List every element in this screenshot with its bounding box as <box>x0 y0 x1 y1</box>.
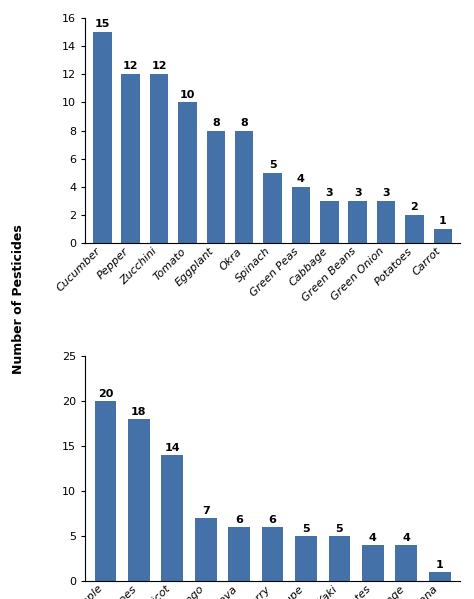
Text: 20: 20 <box>98 389 113 399</box>
Bar <box>295 536 317 581</box>
Bar <box>429 572 451 581</box>
Bar <box>161 455 183 581</box>
Text: 5: 5 <box>302 524 310 534</box>
Text: 5: 5 <box>269 160 276 170</box>
Text: 15: 15 <box>95 19 110 29</box>
Text: 1: 1 <box>436 560 444 570</box>
Text: 6: 6 <box>235 515 243 525</box>
Bar <box>128 419 150 581</box>
Bar <box>228 527 250 581</box>
Text: 6: 6 <box>269 515 276 525</box>
Bar <box>405 215 424 243</box>
Bar <box>93 32 111 243</box>
Bar <box>94 401 116 581</box>
Text: 10: 10 <box>180 90 195 99</box>
Text: 8: 8 <box>212 118 219 128</box>
Bar <box>395 545 417 581</box>
Bar <box>328 536 350 581</box>
Text: 2: 2 <box>410 202 418 212</box>
Text: 1: 1 <box>439 216 447 226</box>
Bar <box>150 74 168 243</box>
Text: 8: 8 <box>240 118 248 128</box>
Text: Number of Pesticides: Number of Pesticides <box>12 225 26 374</box>
Text: 18: 18 <box>131 407 146 417</box>
Bar <box>207 131 225 243</box>
Text: 3: 3 <box>354 188 362 198</box>
Bar <box>264 173 282 243</box>
Bar <box>292 187 310 243</box>
Bar <box>195 518 217 581</box>
Bar <box>434 229 452 243</box>
Bar <box>377 201 395 243</box>
Bar <box>235 131 254 243</box>
Text: 14: 14 <box>164 443 180 453</box>
Bar <box>348 201 367 243</box>
Bar <box>262 527 283 581</box>
Text: 5: 5 <box>336 524 343 534</box>
Bar <box>178 102 197 243</box>
Text: 12: 12 <box>123 62 138 71</box>
Text: 12: 12 <box>151 62 167 71</box>
Text: 3: 3 <box>382 188 390 198</box>
Bar <box>121 74 140 243</box>
Text: 4: 4 <box>369 533 377 543</box>
Text: 4: 4 <box>297 174 305 184</box>
Text: 4: 4 <box>402 533 410 543</box>
Text: 3: 3 <box>326 188 333 198</box>
Bar <box>320 201 338 243</box>
Text: 7: 7 <box>202 506 210 516</box>
Bar <box>362 545 384 581</box>
